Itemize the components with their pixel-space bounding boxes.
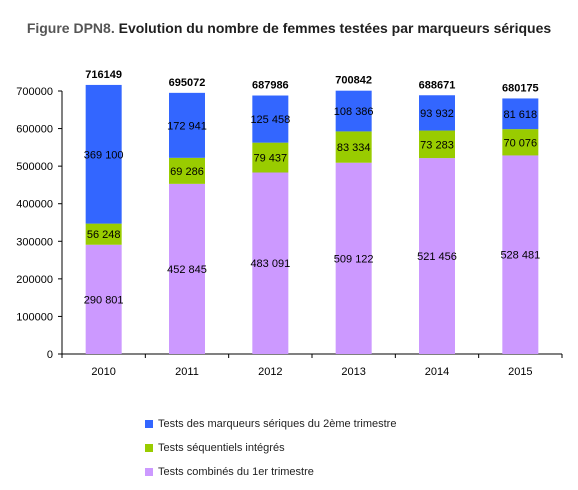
data-label: 108 386 <box>334 106 374 118</box>
data-label: 83 334 <box>337 142 371 154</box>
total-label: 680175 <box>502 82 539 94</box>
data-label: 70 076 <box>504 137 538 149</box>
x-tick-label: 2014 <box>425 366 449 378</box>
total-label: 695072 <box>169 77 206 89</box>
data-label: 172 941 <box>167 120 207 132</box>
legend-swatch <box>145 468 153 476</box>
y-tick-label: 200000 <box>16 274 53 286</box>
bar-segment <box>85 244 122 354</box>
bar-segment <box>169 183 205 354</box>
data-label: 509 122 <box>334 253 374 265</box>
data-label: 73 283 <box>420 139 454 151</box>
x-tick-label: 2010 <box>91 366 115 378</box>
bar-segment <box>169 92 205 158</box>
y-tick-label: 600000 <box>16 124 53 136</box>
total-label: 687986 <box>252 80 289 92</box>
legend-label: Tests combinés du 1er trimestre <box>158 466 314 478</box>
bar-segment <box>252 142 289 173</box>
legend-item: Tests combinés du 1er trimestre <box>145 460 396 484</box>
data-label: 528 481 <box>500 250 540 262</box>
stacked-bar-chart: 0 100000 200000 300000 400000 500000 600000 700… <box>16 69 563 378</box>
data-label: 69 286 <box>170 166 204 178</box>
y-tick-label: 500000 <box>16 161 53 173</box>
y-tick-label: 100000 <box>16 311 53 323</box>
bar-segment <box>85 223 122 245</box>
total-label: 688671 <box>419 79 456 91</box>
bar-segment <box>502 129 539 156</box>
bar-segment <box>335 90 372 132</box>
legend-label: Tests des marqueurs sériques du 2ème tri… <box>158 418 397 430</box>
data-label: 483 091 <box>250 258 290 270</box>
legend-item: Tests séquentiels intégrés <box>145 436 396 460</box>
legend-label: Tests séquentiels intégrés <box>158 442 285 454</box>
title-text: Evolution du nombre de femmes testées pa… <box>118 20 552 36</box>
bar-segment <box>419 130 455 159</box>
x-tick-label: 2012 <box>258 366 282 378</box>
figure-number: Figure DPN8. <box>26 20 115 36</box>
chart-title: Figure DPN8. Evolution du nombre de femm… <box>0 20 578 36</box>
data-label: 452 845 <box>167 264 207 276</box>
bar-segment <box>502 98 539 130</box>
bar-segment <box>502 155 539 354</box>
x-tick-label: 2015 <box>508 366 532 378</box>
legend-swatch <box>145 444 153 452</box>
data-label: 81 618 <box>504 109 538 121</box>
data-label: 369 100 <box>84 149 124 161</box>
total-label: 700842 <box>335 75 372 87</box>
bar-segment <box>335 131 372 163</box>
bar-segment <box>419 158 455 354</box>
data-label: 125 458 <box>250 114 290 126</box>
y-tick-label: 300000 <box>16 236 53 248</box>
y-tick-label: 400000 <box>16 199 53 211</box>
data-label: 521 456 <box>417 251 457 263</box>
data-label: 93 932 <box>420 108 454 120</box>
bar-segment <box>85 84 122 224</box>
x-tick-label: 2013 <box>341 366 365 378</box>
bar-segment <box>252 172 289 354</box>
legend-item: Tests des marqueurs sériques du 2ème tri… <box>145 412 396 436</box>
x-tick-label: 2011 <box>175 366 199 378</box>
legend: Tests des marqueurs sériques du 2ème tri… <box>145 412 396 484</box>
y-tick-label: 700000 <box>16 86 53 98</box>
legend-swatch <box>145 420 153 428</box>
bar-segment <box>252 95 289 143</box>
bar-segment <box>169 157 205 184</box>
bar-segment <box>419 95 455 131</box>
total-label: 716149 <box>85 69 122 81</box>
data-label: 56 248 <box>87 229 121 241</box>
y-tick-label: 0 <box>47 349 53 361</box>
data-label: 79 437 <box>254 153 288 165</box>
bar-segment <box>335 162 372 354</box>
data-label: 290 801 <box>84 294 124 306</box>
